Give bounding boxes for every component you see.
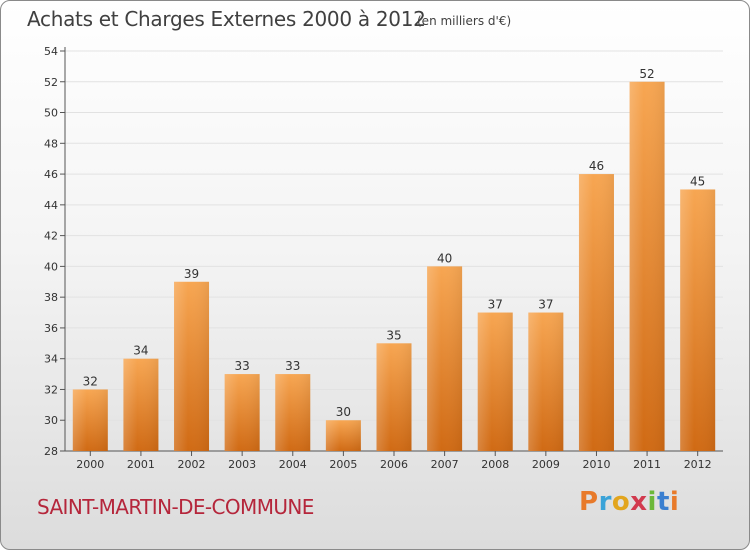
logo-letter: x bbox=[630, 487, 648, 517]
bar-shine bbox=[72, 389, 108, 451]
chart-title: Achats et Charges Externes 2000 à 2012 bbox=[27, 7, 426, 31]
bar-shine bbox=[224, 374, 260, 451]
data-label: 37 bbox=[488, 298, 503, 312]
bar-shine bbox=[528, 312, 564, 451]
bar-shine bbox=[680, 189, 716, 451]
x-tick-label: 2008 bbox=[481, 458, 509, 471]
x-tick-label: 2000 bbox=[76, 458, 104, 471]
y-tick-label: 38 bbox=[44, 291, 58, 304]
y-tick-label: 54 bbox=[44, 45, 58, 58]
data-label: 37 bbox=[538, 298, 553, 312]
bar-shine bbox=[578, 174, 614, 452]
proxiti-logo: Proxiti bbox=[579, 487, 679, 517]
chart-subtitle: (en milliers d'€) bbox=[417, 14, 512, 28]
x-tick-label: 2001 bbox=[127, 458, 155, 471]
logo-letter: i bbox=[647, 487, 657, 517]
data-label: 45 bbox=[690, 174, 705, 188]
y-tick-label: 28 bbox=[44, 445, 58, 458]
commune-name: SAINT-MARTIN-DE-COMMUNE bbox=[37, 495, 314, 519]
y-tick-label: 52 bbox=[44, 76, 58, 89]
data-label: 32 bbox=[83, 374, 98, 388]
x-tick-label: 2005 bbox=[329, 458, 357, 471]
data-label: 40 bbox=[437, 251, 452, 265]
x-tick-label: 2003 bbox=[228, 458, 256, 471]
data-label: 39 bbox=[184, 267, 199, 281]
data-label: 30 bbox=[336, 405, 351, 419]
x-tick-label: 2009 bbox=[532, 458, 560, 471]
bar-shine bbox=[275, 374, 311, 451]
bar-shine bbox=[629, 81, 665, 452]
x-tick-label: 2011 bbox=[633, 458, 661, 471]
bar-shine bbox=[427, 266, 463, 451]
x-tick-label: 2012 bbox=[684, 458, 712, 471]
data-label: 34 bbox=[133, 344, 148, 358]
data-label: 52 bbox=[639, 67, 654, 81]
logo-letter: r bbox=[598, 487, 612, 517]
y-tick-label: 50 bbox=[44, 107, 58, 120]
bar-shine bbox=[477, 312, 513, 451]
x-tick-label: 2007 bbox=[431, 458, 459, 471]
y-tick-label: 42 bbox=[44, 230, 58, 243]
y-tick-label: 48 bbox=[44, 137, 58, 150]
y-tick-label: 44 bbox=[44, 199, 58, 212]
bar-shine bbox=[123, 358, 159, 451]
data-label: 46 bbox=[589, 159, 604, 173]
x-tick-label: 2010 bbox=[582, 458, 610, 471]
logo-letter: t bbox=[656, 487, 670, 517]
y-tick-label: 32 bbox=[44, 383, 58, 396]
y-tick-label: 46 bbox=[44, 168, 58, 181]
labels: 28 30 32 34 36 38 40 42 44 46 48 50 52 54 32 2000 34 2001… bbox=[44, 45, 712, 471]
data-label: 33 bbox=[235, 359, 250, 373]
bar-shine bbox=[376, 343, 412, 451]
logo-letter: i bbox=[669, 487, 680, 517]
data-label: 35 bbox=[386, 328, 401, 342]
data-label: 33 bbox=[285, 359, 300, 373]
y-tick-label: 30 bbox=[44, 414, 58, 427]
y-tick-label: 34 bbox=[44, 353, 58, 366]
bar-shine bbox=[174, 281, 210, 451]
bars bbox=[72, 81, 716, 452]
y-tick-label: 40 bbox=[44, 260, 58, 273]
logo-letter: P bbox=[579, 487, 599, 517]
x-tick-label: 2004 bbox=[279, 458, 307, 471]
y-tick-label: 36 bbox=[44, 322, 58, 335]
bar-shine bbox=[325, 420, 361, 451]
x-tick-label: 2006 bbox=[380, 458, 408, 471]
logo-letter: o bbox=[611, 487, 631, 517]
x-tick-label: 2002 bbox=[178, 458, 206, 471]
